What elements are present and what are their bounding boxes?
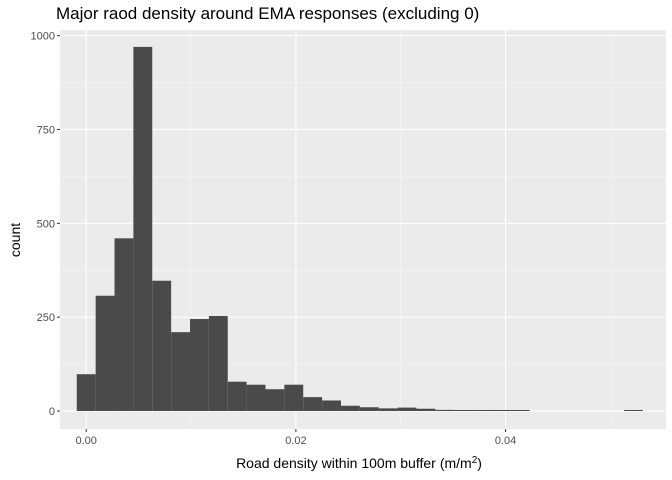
chart-title: Major raod density around EMA responses …	[56, 4, 480, 23]
x-tick-label: 0.04	[495, 435, 516, 447]
x-tick-label: 0.00	[76, 435, 97, 447]
histogram-bar	[359, 407, 379, 411]
histogram-bar	[491, 409, 511, 411]
histogram-bar	[322, 400, 341, 411]
x-axis-title: Road density within 100m buffer (m/m2)	[236, 455, 482, 471]
histogram-bar	[454, 409, 474, 411]
histogram-bar	[416, 408, 436, 411]
y-tick-label: 750	[37, 124, 55, 136]
y-axis-title: count	[7, 223, 23, 257]
histogram-bar	[284, 384, 304, 411]
histogram-bar	[152, 280, 172, 411]
histogram-bar	[624, 409, 643, 411]
histogram-bar	[114, 238, 134, 411]
histogram-bar	[378, 408, 398, 411]
histogram-bar	[510, 409, 530, 411]
histogram-bar	[95, 295, 115, 411]
histogram-bars	[76, 46, 643, 411]
histogram-bar	[265, 389, 285, 411]
histogram-bar	[190, 319, 209, 411]
x-tick-label: 0.02	[285, 435, 306, 447]
histogram-bar	[435, 409, 455, 411]
histogram-bar	[473, 409, 492, 411]
x-axis-title-unit-superscript: 2	[472, 455, 478, 466]
x-axis-title-unit-close: )	[477, 455, 482, 471]
x-axis: 0.00 0.02 0.04	[76, 429, 516, 447]
y-tick-label: 1000	[31, 31, 55, 43]
histogram-bar	[340, 405, 360, 411]
x-axis-title-text: Road density within 100m buffer	[236, 455, 436, 471]
histogram-bar	[208, 316, 228, 411]
histogram-bar	[246, 384, 266, 411]
y-tick-label: 250	[37, 312, 55, 324]
y-tick-label: 500	[37, 218, 55, 230]
y-axis: 0 250 500 750 1000	[31, 31, 60, 418]
histogram-bar	[303, 397, 323, 411]
histogram-bar	[397, 407, 417, 411]
histogram-bar	[171, 332, 191, 411]
histogram-bar	[133, 46, 153, 411]
y-tick-label: 0	[49, 406, 55, 418]
histogram-bar	[227, 381, 247, 411]
histogram-bar	[76, 374, 96, 411]
x-axis-title-unit: (m/m	[440, 455, 472, 471]
